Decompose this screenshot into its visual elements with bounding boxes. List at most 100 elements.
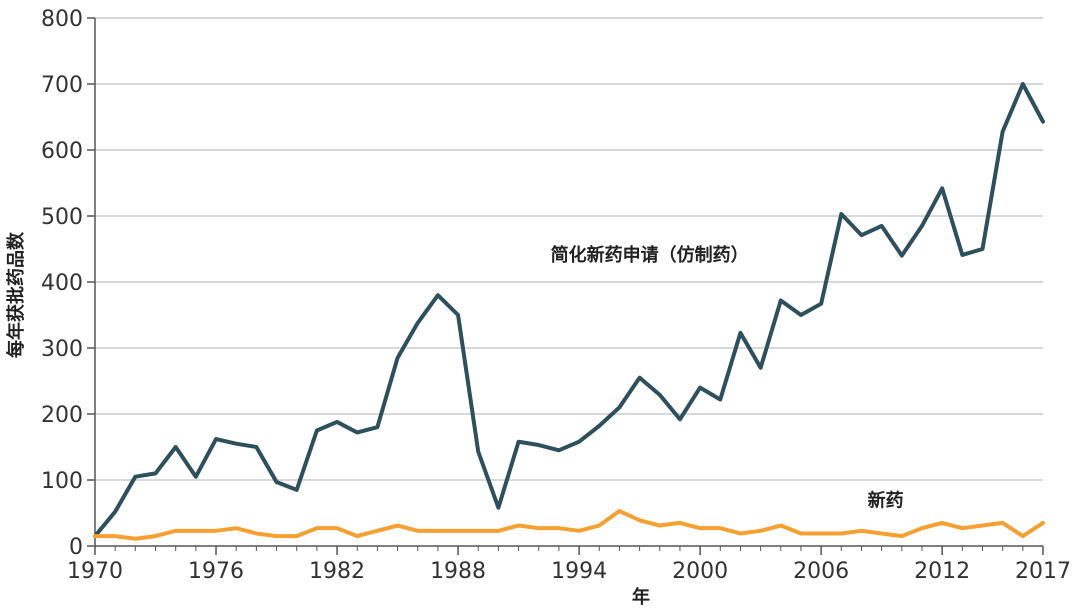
data-point-s0-1993 — [557, 448, 561, 452]
data-point-s1-2012 — [940, 521, 944, 525]
data-point-s1-1999 — [678, 521, 682, 525]
data-point-s1-1992 — [537, 526, 541, 530]
data-point-s0-1991 — [517, 440, 521, 444]
data-point-s1-2008 — [859, 529, 863, 533]
data-point-s1-1980 — [295, 534, 299, 538]
data-point-s1-1982 — [335, 526, 339, 530]
data-point-s1-2009 — [880, 531, 884, 535]
data-point-s1-2016 — [1021, 534, 1025, 538]
y-tick-label-700: 700 — [41, 73, 83, 98]
data-point-s0-1972 — [133, 475, 137, 479]
data-point-s0-2015 — [1001, 130, 1005, 134]
x-tick-label-1988: 1988 — [430, 559, 486, 584]
data-point-s0-1986 — [416, 321, 420, 325]
data-point-s1-1993 — [557, 526, 561, 530]
data-point-s0-2011 — [920, 224, 924, 228]
x-axis-title: 年 — [632, 586, 650, 608]
data-point-s1-1997 — [638, 518, 642, 522]
data-point-s1-1998 — [658, 524, 662, 528]
y-tick-label-0: 0 — [69, 535, 83, 560]
data-point-s1-1978 — [254, 531, 258, 535]
axes: 0 100 200 300 400 500 600 700 800 1970 1976 1982 198… — [41, 7, 1071, 584]
series-lines — [93, 82, 1045, 541]
data-point-s1-1973 — [154, 534, 158, 538]
data-point-s0-2013 — [960, 253, 964, 257]
data-point-s0-1983 — [355, 430, 359, 434]
series-labels: 简化新药申请（仿制药） 新药 — [551, 244, 904, 512]
y-tick-label-600: 600 — [41, 139, 83, 164]
data-point-s1-1977 — [234, 526, 238, 530]
data-point-s0-1998 — [658, 393, 662, 397]
x-tick-label-2017: 2017 — [1015, 559, 1071, 584]
data-point-s1-1979 — [275, 534, 279, 538]
data-point-s0-2003 — [759, 366, 763, 370]
y-tick-label-200: 200 — [41, 403, 83, 428]
data-point-s1-1991 — [517, 524, 521, 528]
data-point-s1-1975 — [194, 529, 198, 533]
data-point-s1-1989 — [476, 529, 480, 533]
data-point-s0-2016 — [1021, 82, 1025, 86]
y-tick-label-400: 400 — [41, 271, 83, 296]
data-point-s1-1971 — [113, 534, 117, 538]
series-label-0: 简化新药申请（仿制药） — [551, 244, 749, 266]
data-point-s0-2005 — [799, 313, 803, 317]
x-tick-label-1994: 1994 — [551, 559, 607, 584]
data-point-s1-1985 — [396, 524, 400, 528]
x-tick-label-2012: 2012 — [914, 559, 970, 584]
data-point-s1-2003 — [759, 529, 763, 533]
data-point-s0-2009 — [880, 224, 884, 228]
data-point-s1-1970 — [93, 534, 97, 538]
data-point-s0-2007 — [839, 212, 843, 216]
data-point-s0-1979 — [275, 480, 279, 484]
data-point-s0-1985 — [396, 356, 400, 360]
data-point-s0-1999 — [678, 417, 682, 421]
data-point-s0-1988 — [456, 313, 460, 317]
x-tick-label-1970: 1970 — [67, 559, 123, 584]
data-point-s1-2000 — [698, 526, 702, 530]
data-point-s1-2010 — [900, 534, 904, 538]
data-point-s1-1995 — [597, 524, 601, 528]
y-axis-title: 每年获批药品数 — [5, 231, 27, 358]
data-point-s1-2013 — [960, 526, 964, 530]
data-point-s1-1981 — [315, 526, 319, 530]
data-point-s0-1980 — [295, 488, 299, 492]
data-point-s1-2001 — [718, 526, 722, 530]
data-point-s1-1983 — [355, 534, 359, 538]
data-point-s1-1994 — [577, 529, 581, 533]
data-point-s0-2006 — [819, 302, 823, 306]
data-point-s1-1987 — [436, 529, 440, 533]
data-point-s0-1977 — [234, 442, 238, 446]
x-tick-label-1982: 1982 — [309, 559, 365, 584]
data-point-s0-1989 — [476, 450, 480, 454]
data-point-s0-2001 — [718, 397, 722, 401]
data-point-s1-2017 — [1041, 521, 1045, 525]
data-point-s1-1972 — [133, 537, 137, 541]
data-point-s0-1990 — [496, 506, 500, 510]
x-tick-label-2006: 2006 — [793, 559, 849, 584]
data-point-s0-2014 — [980, 247, 984, 251]
data-point-s0-1982 — [335, 420, 339, 424]
data-point-s0-1994 — [577, 440, 581, 444]
gridlines — [95, 17, 1043, 481]
data-point-s0-1995 — [597, 424, 601, 428]
data-point-s0-2000 — [698, 386, 702, 390]
data-point-s0-2017 — [1041, 120, 1045, 124]
data-point-s1-2011 — [920, 526, 924, 530]
data-point-s0-1992 — [537, 443, 541, 447]
data-point-s1-2006 — [819, 531, 823, 535]
data-point-s1-1990 — [496, 529, 500, 533]
data-point-s0-1974 — [174, 445, 178, 449]
data-point-s1-1976 — [214, 529, 218, 533]
x-tick-label-2000: 2000 — [672, 559, 728, 584]
data-point-s1-2005 — [799, 531, 803, 535]
series-line-0 — [93, 82, 1045, 539]
data-point-s0-2008 — [859, 233, 863, 237]
data-point-s0-1978 — [254, 445, 258, 449]
x-tick-label-1976: 1976 — [188, 559, 244, 584]
data-point-s0-2012 — [940, 186, 944, 190]
data-point-s1-2015 — [1001, 521, 1005, 525]
data-point-s1-1988 — [456, 529, 460, 533]
data-point-s0-2002 — [738, 331, 742, 335]
data-point-s1-1974 — [174, 529, 178, 533]
